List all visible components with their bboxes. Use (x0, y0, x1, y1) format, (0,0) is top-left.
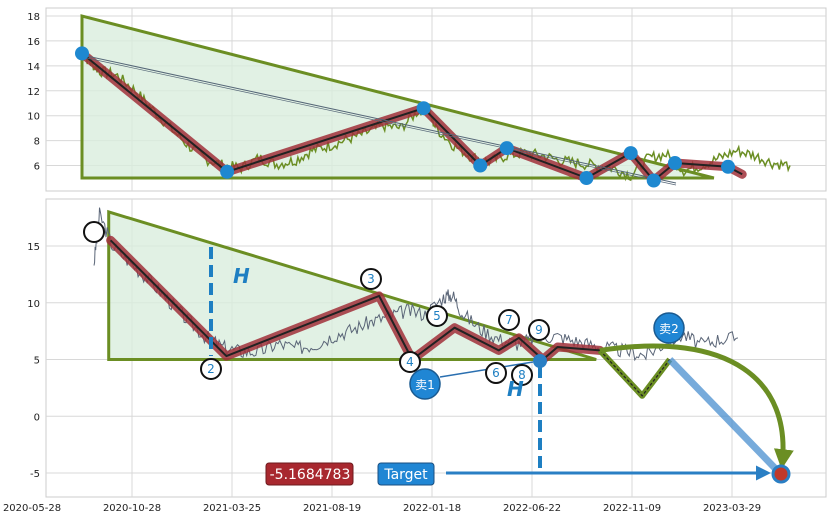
value-box-text: -5.1684783 (270, 467, 351, 483)
sell1-text: 卖1 (415, 378, 435, 392)
top-wave-dot (646, 173, 661, 188)
top-y-tick: 16 (27, 37, 40, 48)
bottom-triangle (107, 209, 597, 361)
bottom-y-tick: 0 (34, 412, 40, 423)
projection-arc-arrow (599, 343, 794, 470)
bottom-y-tick: -5 (30, 469, 40, 480)
wave-label-text: 6 (492, 366, 500, 380)
top-y-axis: 6 8 10 12 14 16 18 (27, 12, 40, 173)
top-panel: 6 8 10 12 14 16 18 (27, 7, 827, 192)
wave-label-text: 4 (406, 355, 414, 369)
target-box-text: Target (383, 467, 428, 483)
top-wave-dot (667, 156, 682, 171)
bottom-y-tick: 10 (27, 299, 40, 310)
bottom-y-tick: 5 (34, 356, 40, 367)
top-diagonal-line-2 (81, 56, 677, 186)
x-tick: 2021-03-25 (203, 503, 261, 514)
x-axis: 2020-05-28 2020-10-28 2021-03-25 2021-08-19… (3, 503, 761, 514)
wave-labels: 2 3 4 5 6 7 8 9 (83, 221, 550, 386)
h-label: H (233, 264, 250, 288)
wave-label-text: 9 (535, 323, 543, 337)
top-wave-dot (220, 164, 235, 179)
top-wave-dot (579, 171, 594, 185)
top-wave-dots (75, 46, 736, 188)
top-y-tick: 12 (27, 87, 40, 98)
wave-label-circle (485, 362, 507, 384)
wave-label-circle (426, 305, 448, 327)
top-y-tick: 18 (27, 12, 40, 23)
top-y-tick: 10 (27, 112, 40, 123)
top-wave-dot (473, 158, 488, 173)
wave-label-circle (399, 351, 421, 373)
wave-label-circle (83, 221, 105, 243)
sell2-badge: 卖2 (653, 312, 685, 344)
x-tick: 2022-06-22 (503, 503, 561, 514)
top-wave-dot (75, 46, 89, 61)
h-label-2: H (507, 377, 524, 401)
top-y-tick: 8 (34, 137, 40, 148)
target-dot (771, 464, 791, 484)
top-diagonal-line (81, 54, 677, 184)
top-y-tick: 6 (34, 162, 40, 173)
wave-label-text: 5 (433, 309, 441, 323)
bottom-wave-line (109, 239, 600, 361)
wave-label-circle (360, 268, 382, 290)
x-tick: 2020-10-28 (103, 503, 161, 514)
wave-label-circle (528, 319, 550, 341)
bottom-y-tick: 15 (27, 242, 40, 253)
x-tick: 2020-05-28 (3, 503, 61, 514)
wave-label-circle (511, 364, 533, 386)
wave-label-circle (498, 309, 520, 331)
forecast-blue-band (667, 357, 781, 474)
bottom-y-axis: -5 0 5 10 15 (27, 242, 40, 480)
wave-label-text: 3 (367, 272, 375, 286)
top-wave-dot (721, 159, 736, 174)
wave-label-text: 7 (505, 313, 513, 327)
forecast-line (599, 349, 671, 397)
wave-label-circle (200, 358, 222, 380)
target-box: Target (377, 462, 435, 486)
top-wave-dot (499, 141, 514, 156)
top-wave-dot (416, 101, 431, 116)
top-y-tick: 14 (27, 62, 40, 73)
wave-label-text: 8 (518, 368, 526, 382)
wave-end-dot (533, 354, 547, 368)
value-box: -5.1684783 (265, 462, 354, 486)
top-wave-dot (623, 146, 638, 161)
sell2-text: 卖2 (659, 322, 679, 336)
top-triangle (80, 14, 715, 180)
sell1-badge: 卖1 (409, 368, 441, 400)
wave-label-text: 2 (207, 362, 215, 376)
x-tick: 2022-01-18 (403, 503, 461, 514)
x-tick: 2022-11-09 (603, 503, 661, 514)
x-tick: 2021-08-19 (303, 503, 361, 514)
x-tick: 2023-03-29 (703, 503, 761, 514)
